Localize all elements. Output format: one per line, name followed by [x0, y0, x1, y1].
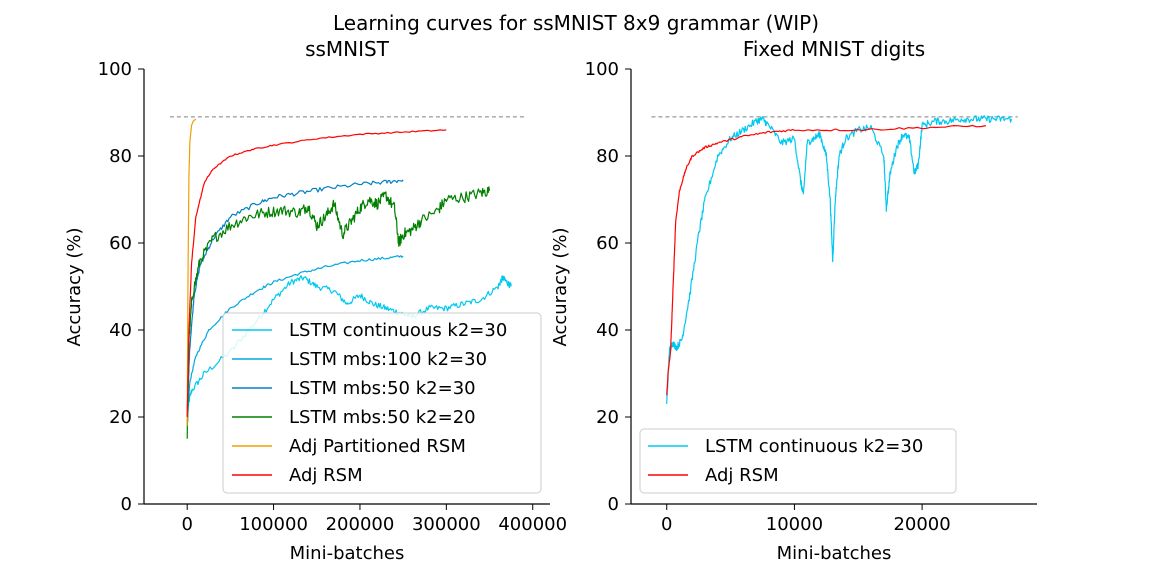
x-tick-label: 0: [181, 514, 192, 535]
legend-label-lstm-mbs50-k2-20: LSTM mbs:50 k2=20: [289, 407, 476, 428]
chart-left-y-ticks: 0 20 40 60 80 100: [98, 59, 144, 515]
legend-label-adj-rsm: Adj RSM: [705, 465, 779, 486]
y-tick-label: 80: [596, 146, 619, 167]
x-tick-label: 0: [661, 514, 672, 535]
legend-label-adj-partitioned-rsm: Adj Partitioned RSM: [289, 436, 466, 457]
chart-left-legend: LSTM continuous k2=30 LSTM mbs:100 k2=30…: [222, 312, 542, 494]
series-line-lstm-mbs-100-k2-30: [186, 255, 404, 426]
legend-label-lstm-continuous: LSTM continuous k2=30: [705, 436, 923, 457]
x-tick-label: 300000: [412, 514, 481, 535]
chart-right-y-axis-label: Accuracy (%): [550, 227, 571, 346]
y-tick-label: 80: [109, 146, 132, 167]
series-line-adj-partitioned-rsm: [186, 118, 197, 426]
series-line-lstm-mbs-50-k2-30: [186, 179, 404, 418]
chart-right-title: Fixed MNIST digits: [743, 37, 925, 61]
chart-left-y-axis-label: Accuracy (%): [64, 227, 85, 346]
x-tick-label: 20000: [893, 514, 950, 535]
series-line-adj-rsm: [666, 124, 987, 396]
x-tick-label: 10000: [766, 514, 823, 535]
chart-right-x-axis-label: Mini-batches: [777, 543, 892, 564]
chart-right-x-ticks: 0 10000 20000: [661, 504, 951, 535]
legend-label-lstm-mbs50-k2-30: LSTM mbs:50 k2=30: [289, 378, 476, 399]
y-tick-label: 0: [608, 494, 619, 515]
chart-right-plot-area: [666, 115, 1013, 404]
series-line-lstm-mbs-50-k2-20: [186, 186, 491, 439]
y-tick-label: 60: [109, 233, 132, 254]
chart-right-legend: LSTM continuous k2=30 Adj RSM: [639, 428, 957, 494]
y-tick-label: 20: [596, 407, 619, 428]
y-tick-label: 0: [121, 494, 132, 515]
x-tick-label: 100000: [239, 514, 308, 535]
chart-right: Fixed MNIST digits 0 10000 20000 0 20 40 60 80…: [550, 37, 1037, 564]
series-line-lstm-continuous-k2-30: [666, 115, 1013, 404]
chart-right-legend-frame: [639, 428, 957, 494]
y-tick-label: 20: [109, 407, 132, 428]
chart-left: ssMNIST 0 100000 200000 300000 400000 0 20 40 6…: [64, 37, 567, 564]
legend-label-adj-rsm: Adj RSM: [289, 465, 363, 486]
x-tick-label: 200000: [326, 514, 395, 535]
y-tick-label: 40: [596, 320, 619, 341]
legend-label-lstm-continuous: LSTM continuous k2=30: [289, 320, 507, 341]
figure-suptitle: Learning curves for ssMNIST 8x9 grammar …: [333, 11, 819, 35]
chart-left-x-axis-label: Mini-batches: [290, 543, 405, 564]
legend-label-lstm-mbs100-k2-30: LSTM mbs:100 k2=30: [289, 349, 487, 370]
y-tick-label: 100: [585, 59, 619, 80]
chart-right-y-ticks: 0 20 40 60 80 100: [585, 59, 631, 515]
y-tick-label: 60: [596, 233, 619, 254]
x-tick-label: 400000: [498, 514, 567, 535]
y-tick-label: 40: [109, 320, 132, 341]
chart-left-title: ssMNIST: [305, 37, 390, 61]
y-tick-label: 100: [98, 59, 132, 80]
series-line-adj-rsm: [186, 129, 447, 418]
chart-left-legend-frame: [222, 312, 542, 494]
chart-left-x-ticks: 0 100000 200000 300000 400000: [181, 504, 567, 535]
